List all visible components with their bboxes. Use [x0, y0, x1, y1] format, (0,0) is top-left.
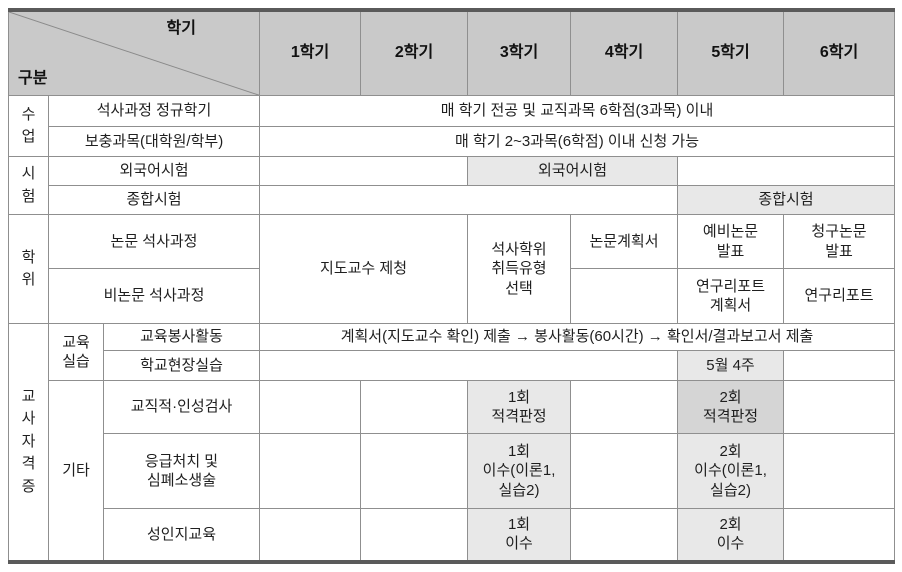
cell-empty — [570, 508, 679, 563]
cell-empty — [259, 350, 679, 382]
header-sem-2: 2학기 — [360, 9, 469, 97]
cell-final-thesis-presentation: 청구논문 발표 — [783, 214, 896, 270]
cell-thesis-proposal: 논문계획서 — [570, 214, 679, 270]
cell-empty — [360, 433, 469, 510]
row-name-regular-semester: 석사과정 정규학기 — [47, 95, 261, 128]
row-name-comprehensive-exam: 종합시험 — [47, 185, 261, 216]
cell-empty — [259, 380, 362, 435]
cell-aptitude-test-2nd: 2회 적격판정 — [677, 380, 785, 435]
cell-research-report-plan: 연구리포트 계획서 — [677, 268, 785, 325]
cell-empty — [259, 433, 362, 510]
cell-school-field-practice-period: 5월 4주 — [677, 350, 785, 382]
header-sem-3: 3학기 — [467, 9, 572, 97]
section-label-exams: 시 험 — [8, 156, 49, 216]
cell-empty — [783, 350, 896, 382]
cell-first-aid-1st: 1회 이수(이론1, 실습2) — [467, 433, 572, 510]
cell-preliminary-thesis-presentation: 예비논문 발표 — [677, 214, 785, 270]
cell-empty — [259, 185, 679, 216]
cell-empty — [570, 433, 679, 510]
row-non-thesis-track: 비논문 석사과정 연구리포트 계획서 연구리포트 — [9, 268, 896, 325]
cell-empty — [259, 156, 469, 187]
row-comprehensive-exam: 종합시험 종합시험 — [9, 185, 896, 216]
cell-empty — [259, 508, 362, 563]
subgroup-label-etc: 기타 — [48, 380, 104, 563]
cell-empty — [677, 156, 896, 187]
cell-aptitude-test-1st: 1회 적격판정 — [467, 380, 572, 435]
row-name-non-thesis-track: 비논문 석사과정 — [47, 268, 261, 325]
header-sem-5: 5학기 — [677, 9, 785, 97]
row-name-thesis-track: 논문 석사과정 — [47, 214, 261, 270]
row-name-foreign-language-exam: 외국어시험 — [47, 156, 261, 187]
section-label-teacher-certificate: 교 사 자 격 증 — [8, 323, 49, 563]
cell-empty — [783, 433, 896, 510]
cell-regular-semester-note: 매 학기 전공 및 교직과목 6학점(3과목) 이내 — [259, 95, 896, 128]
row-name-supplementary-courses: 보충과목(대학원/학부) — [47, 126, 261, 158]
graduate-schedule-table: 학기 구분 1학기 2학기 3학기 4학기 5학기 6학기 수 업 석사과정 정… — [7, 8, 896, 564]
header-sem-4: 4학기 — [570, 9, 679, 97]
row-supplementary-courses: 보충과목(대학원/학부) 매 학기 2~3과목(6학점) 이내 신청 가능 — [9, 126, 896, 158]
row-name-aptitude-personality-test: 교직적·인성검사 — [102, 380, 261, 435]
row-name-education-volunteer: 교육봉사활동 — [102, 323, 261, 352]
header-sem-6: 6학기 — [783, 9, 896, 97]
diagonal-divider-line — [9, 12, 259, 95]
cell-foreign-language-exam-period: 외국어시험 — [467, 156, 679, 187]
row-name-school-field-practice: 학교현장실습 — [102, 350, 261, 382]
corner-cell: 학기 구분 — [7, 9, 261, 97]
cell-empty — [360, 508, 469, 563]
section-label-classes: 수 업 — [8, 95, 49, 158]
header-row: 학기 구분 1학기 2학기 3학기 4학기 5학기 6학기 — [7, 9, 896, 97]
cell-degree-type-selection: 석사학위 취득유형 선택 — [467, 214, 572, 325]
cell-empty — [360, 380, 469, 435]
row-school-field-practice: 학교현장실습 5월 4주 — [9, 350, 896, 382]
subgroup-label-practicum: 교육 실습 — [48, 323, 104, 382]
section-label-degree: 학 위 — [8, 214, 49, 325]
cell-gender-education-2nd: 2회 이수 — [677, 508, 785, 563]
row-first-aid-cpr: 응급처치 및 심폐소생술 1회 이수(이론1, 실습2) 2회 이수(이론1, … — [9, 433, 896, 510]
row-name-first-aid-cpr: 응급처치 및 심폐소생술 — [102, 433, 261, 510]
cell-comprehensive-exam-period: 종합시험 — [677, 185, 896, 216]
row-foreign-language-exam: 시 험 외국어시험 외국어시험 — [8, 156, 896, 216]
cell-advisor-appointment: 지도교수 제청 — [259, 214, 469, 325]
cell-empty — [783, 508, 896, 563]
cell-empty — [570, 380, 679, 435]
cell-gender-education-1st: 1회 이수 — [467, 508, 572, 563]
cell-education-volunteer-process: 계획서(지도교수 확인) 제출 → 봉사활동(60시간) → 확인서/결과보고서… — [259, 323, 896, 352]
corner-label-category: 구분 — [18, 70, 48, 88]
cell-supplementary-courses-note: 매 학기 2~3과목(6학점) 이내 신청 가능 — [259, 126, 896, 158]
cell-research-report: 연구리포트 — [783, 268, 896, 325]
row-education-volunteer: 교 사 자 격 증 교육 실습 교육봉사활동 계획서(지도교수 확인) 제출 →… — [8, 323, 896, 563]
row-aptitude-personality-test: 기타 교직적·인성검사 1회 적격판정 2회 적격판정 — [9, 380, 896, 563]
cell-empty — [783, 380, 896, 435]
header-sem-1: 1학기 — [259, 9, 362, 97]
row-gender-awareness-education: 성인지교육 1회 이수 2회 이수 — [9, 508, 896, 563]
row-thesis-track: 학 위 논문 석사과정 지도교수 제청 석사학위 취득유형 선택 논문계획서 예… — [8, 214, 896, 325]
cell-empty — [570, 268, 679, 325]
corner-label-semester: 학기 — [166, 20, 196, 37]
cell-first-aid-2nd: 2회 이수(이론1, 실습2) — [677, 433, 785, 510]
row-regular-semester: 수 업 석사과정 정규학기 매 학기 전공 및 교직과목 6학점(3과목) 이내 — [8, 95, 896, 158]
row-name-gender-awareness-education: 성인지교육 — [102, 508, 261, 563]
